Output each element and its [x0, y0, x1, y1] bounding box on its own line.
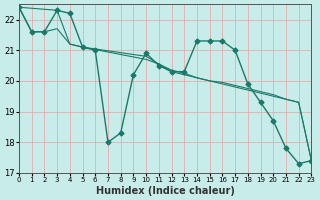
- X-axis label: Humidex (Indice chaleur): Humidex (Indice chaleur): [96, 186, 235, 196]
